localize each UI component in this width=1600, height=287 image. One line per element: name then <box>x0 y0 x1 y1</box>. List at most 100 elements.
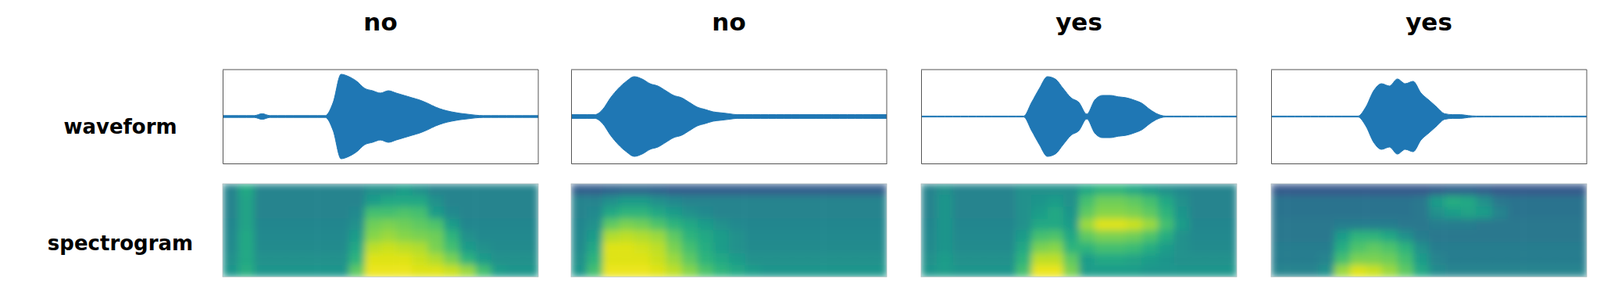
cell <box>411 264 429 277</box>
cell <box>1555 207 1572 219</box>
cell <box>855 183 872 196</box>
cell <box>1015 264 1033 277</box>
cell <box>713 253 730 265</box>
cell <box>428 183 445 196</box>
cell <box>1142 264 1159 277</box>
cell <box>1142 218 1159 231</box>
cell <box>1444 183 1461 196</box>
cell <box>1365 253 1383 265</box>
cell <box>1094 207 1111 219</box>
cell <box>238 230 255 243</box>
cell <box>744 241 761 254</box>
cell <box>396 241 413 254</box>
cell <box>285 207 303 219</box>
cell <box>1444 241 1461 254</box>
panel-title: yes <box>1405 7 1453 36</box>
row-label: waveform <box>63 114 177 139</box>
cell <box>1318 264 1336 277</box>
cell <box>396 183 413 196</box>
cell <box>697 207 715 219</box>
cell <box>396 264 413 277</box>
cell <box>1078 207 1096 219</box>
cell <box>507 195 524 208</box>
cell <box>1126 230 1143 243</box>
cell <box>871 218 887 231</box>
cell <box>1205 195 1222 208</box>
cell <box>459 195 476 208</box>
cell <box>1286 241 1304 254</box>
cell <box>1189 183 1206 196</box>
cell <box>618 183 636 196</box>
cell <box>1271 264 1288 277</box>
cell <box>1413 195 1430 208</box>
cell <box>507 241 524 254</box>
cell <box>253 253 271 265</box>
cell <box>411 218 429 231</box>
cell <box>285 253 303 265</box>
cell <box>1571 230 1587 243</box>
cell <box>1381 241 1398 254</box>
cell <box>984 253 1001 265</box>
cell <box>1334 264 1351 277</box>
cell <box>952 241 969 254</box>
cell <box>936 183 954 196</box>
cell <box>1507 264 1525 277</box>
cell <box>1286 218 1304 231</box>
cell <box>222 195 240 208</box>
cell <box>792 218 809 231</box>
cell <box>855 253 872 265</box>
cell <box>697 218 715 231</box>
axis-line <box>571 70 572 165</box>
cell <box>1507 183 1525 196</box>
cell <box>968 241 986 254</box>
cell <box>1286 253 1304 265</box>
cell <box>507 264 524 277</box>
panel <box>571 183 888 278</box>
cell <box>1094 195 1111 208</box>
cell <box>1539 195 1556 208</box>
plot-area <box>571 76 887 157</box>
cell <box>285 195 303 208</box>
cell <box>952 253 969 265</box>
cell <box>571 264 588 277</box>
cell <box>1555 218 1572 231</box>
cell <box>634 183 651 196</box>
cell <box>618 264 636 277</box>
cell <box>1397 207 1415 219</box>
cell <box>507 183 524 196</box>
waveform <box>921 76 1237 157</box>
panel <box>1271 183 1588 278</box>
cell <box>270 253 287 265</box>
cell <box>1110 241 1127 254</box>
cell <box>1047 264 1065 277</box>
cell <box>301 207 318 219</box>
cell <box>586 183 604 196</box>
cells <box>921 183 1237 277</box>
cell <box>380 264 397 277</box>
cell <box>1428 264 1446 277</box>
cell <box>253 183 271 196</box>
cell <box>968 183 986 196</box>
cell <box>1350 207 1367 219</box>
cell <box>270 264 287 277</box>
cell <box>1047 183 1065 196</box>
cell <box>1189 230 1206 243</box>
cell <box>968 195 986 208</box>
cell <box>364 183 382 196</box>
cell <box>697 264 715 277</box>
cell <box>1492 207 1509 219</box>
cell <box>1318 230 1336 243</box>
cell <box>921 183 938 196</box>
cell <box>1523 218 1540 231</box>
cell <box>1110 230 1127 243</box>
cell <box>1507 230 1525 243</box>
cell <box>744 253 761 265</box>
cell <box>1539 264 1556 277</box>
cell <box>697 195 715 208</box>
x-axis <box>921 163 1238 165</box>
frame <box>921 183 1237 277</box>
cell <box>428 207 445 219</box>
cell <box>744 183 761 196</box>
cell <box>952 230 969 243</box>
y-axis <box>222 70 224 165</box>
